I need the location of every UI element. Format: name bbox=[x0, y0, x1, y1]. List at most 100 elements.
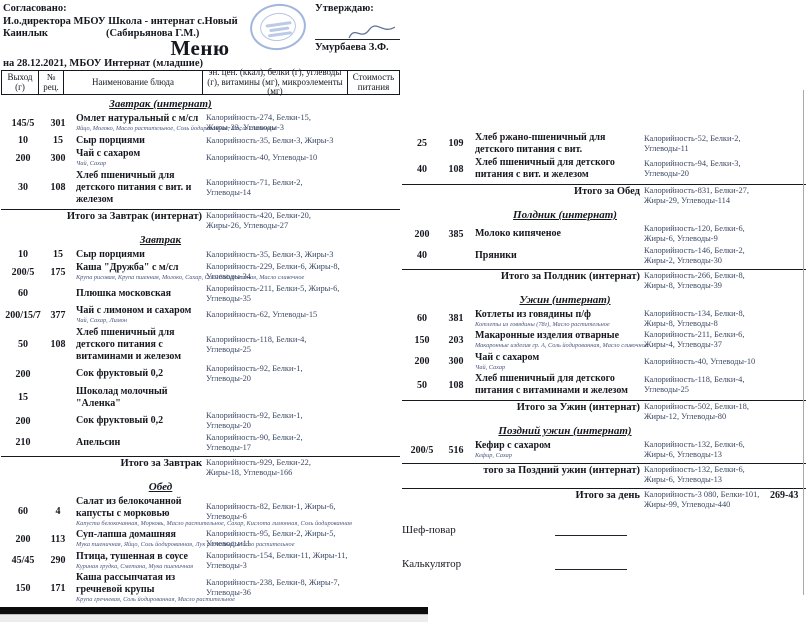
dish-row: 40 Пряники Калорийность-146, Белки-2, Жи… bbox=[402, 246, 806, 266]
dish-nutrition: Калорийность-118, Белки-4, Углеводы-25 bbox=[644, 375, 745, 394]
dish-nutrition: Калорийность-82, Белки-1, Жиры-6, Углево… bbox=[206, 501, 336, 521]
total-nutrition: Калорийность-929, Белки-22, Жиры-18, Угл… bbox=[206, 457, 311, 477]
dish-name: Хлеб ржано-пшеничный для детского питани… bbox=[475, 131, 606, 155]
dish-name: Котлеты из говядины п/ф bbox=[475, 308, 591, 320]
dish-nutrition: Калорийность-229, Белки-6, Жиры-8, Углев… bbox=[206, 262, 340, 281]
dish-row: 60 381 Котлеты из говядины п/ф Котлеты и… bbox=[402, 309, 806, 329]
dish-portion: 10 bbox=[18, 135, 28, 146]
dish-portion: 45/45 bbox=[11, 555, 35, 566]
dish-row: 145/5 301 Омлет натуральный с м/сл Яйцо,… bbox=[1, 113, 400, 133]
chef-signature-row: Шеф-повар bbox=[402, 524, 627, 536]
total-day: Итого за день Калорийность-3 080, Белки-… bbox=[402, 488, 806, 510]
total-nutrition: Калорийность-266, Белки-8, Жиры-8, Углев… bbox=[644, 270, 745, 290]
section-rows: 200 385 Молоко кипяченое Калорийность-12… bbox=[402, 224, 806, 266]
section-rows: 200/5 516 Кефир с сахаром Кефир, Сахар К… bbox=[402, 440, 806, 460]
dish-row: 150 203 Макаронные изделия отварные Мака… bbox=[402, 330, 806, 350]
dish-name: Хлеб пшеничный для детского питания с ви… bbox=[76, 326, 182, 362]
dish-recipe-number: 108 bbox=[448, 379, 464, 391]
dish-row: 10 15 Сыр порциями Калорийность-35, Белк… bbox=[1, 135, 400, 147]
scan-edge-shadow bbox=[0, 614, 428, 622]
dish-row: 60 4 Салат из белокочанной капусты с мор… bbox=[1, 496, 400, 528]
dish-row: 200/5 516 Кефир с сахаром Кефир, Сахар К… bbox=[402, 440, 806, 460]
agreed-block: Согласовано: И.о.директора МБОУ Школа - … bbox=[3, 3, 253, 40]
total-label: Итого за Ужин (интернат) bbox=[516, 402, 640, 413]
dish-recipe-number: 300 bbox=[50, 152, 66, 164]
dish-portion: 200/5 bbox=[410, 444, 434, 456]
dish-recipe-number: 175 bbox=[50, 266, 66, 278]
dish-ingredients: Кефир, Сахар bbox=[475, 452, 512, 459]
dish-nutrition: Калорийность-134, Белки-8, Жиры-8, Углев… bbox=[644, 308, 745, 328]
column-header-recipe: № рец. bbox=[39, 71, 64, 94]
dish-row: 200 113 Суп-лапша домашняя Мука пшенична… bbox=[1, 529, 400, 549]
dish-name: Хлеб пшеничный для детского питания с ви… bbox=[475, 157, 615, 180]
dish-name: Плюшка московская bbox=[76, 287, 172, 299]
dish-row: 25 109 Хлеб ржано-пшеничный для детского… bbox=[402, 132, 806, 156]
column-header-portion: Выход (г) bbox=[2, 71, 39, 94]
dish-name: Каша "Дружба" с м/сл bbox=[76, 262, 179, 273]
page-title: Меню bbox=[170, 36, 230, 60]
dish-nutrition: Калорийность-211, Белки-6, Жиры-4, Углев… bbox=[644, 330, 745, 349]
approved-label: Утверждаю: bbox=[315, 3, 374, 14]
dish-portion: 40 bbox=[417, 163, 427, 175]
dish-ingredients: Крупа гречневая, Соль йодированная, Масл… bbox=[76, 596, 235, 603]
page-subtitle: на 28.12.2021, МБОУ Интернат (младшие) bbox=[3, 58, 203, 69]
dish-name: Молоко кипяченое bbox=[475, 228, 561, 239]
dish-portion: 30 bbox=[18, 182, 28, 193]
dish-portion: 200/15/7 bbox=[5, 309, 41, 321]
dish-nutrition: Калорийность-90, Белки-2, Углеводы-17 bbox=[206, 432, 303, 452]
total-dinner-internat: Итого за Ужин (интернат) Калорийность-50… bbox=[402, 400, 806, 422]
section-title-snack-internat: Полдник (интернат) bbox=[513, 209, 617, 221]
section-rows: 60 381 Котлеты из говядины п/ф Котлеты и… bbox=[402, 309, 806, 398]
dish-portion: 150 bbox=[15, 582, 31, 594]
total-breakfast: Итого за Завтрак Калорийность-929, Белки… bbox=[1, 455, 400, 478]
dish-recipe-number: 516 bbox=[448, 444, 464, 456]
dish-ingredients: Чай, Сахар, Лимон bbox=[76, 317, 128, 324]
day-total-cost: 269-43 bbox=[770, 490, 799, 501]
dish-ingredients: Котлеты из говядины (78г), Масло растите… bbox=[475, 320, 610, 328]
dish-name: Суп-лапша домашняя bbox=[76, 529, 176, 540]
dish-row: 200/5 175 Каша "Дружба" с м/сл Крупа рис… bbox=[1, 262, 400, 282]
section-title-lunch: Обед bbox=[148, 480, 173, 493]
dish-nutrition: Калорийность-211, Белки-5, Жиры-6, Углев… bbox=[206, 283, 340, 303]
dish-nutrition: Калорийность-40, Углеводы-10 bbox=[206, 153, 318, 162]
dish-name: Кефир с сахаром bbox=[475, 440, 551, 451]
dish-portion: 150 bbox=[414, 334, 430, 346]
dish-nutrition: Калорийность-40, Углеводы-10 bbox=[644, 356, 756, 366]
section-rows: 145/5 301 Омлет натуральный с м/сл Яйцо,… bbox=[1, 113, 400, 206]
dish-ingredients: Чай, Сахар bbox=[475, 363, 506, 371]
approved-block: Утверждаю: Умурбаева З.Ф. bbox=[315, 3, 435, 53]
total-label: того за Поздний ужин (интернат) bbox=[483, 465, 640, 476]
dish-portion: 200 bbox=[15, 533, 31, 545]
dish-name: Сок фруктовый 0,2 bbox=[76, 415, 164, 426]
total-nutrition: Калорийность-502, Белки-18, Жиры-12, Угл… bbox=[644, 402, 749, 421]
dish-portion: 40 bbox=[417, 250, 427, 261]
total-nutrition: Калорийность-3 080, Белки-101, Жиры-99, … bbox=[644, 490, 760, 509]
dish-recipe-number: 203 bbox=[448, 334, 464, 346]
dish-row: 15 Шоколад молочный "Аленка" bbox=[1, 386, 400, 410]
dish-recipe-number: 15 bbox=[53, 135, 63, 146]
approved-signer-name: Умурбаева З.Ф. bbox=[315, 42, 389, 53]
dish-nutrition: Калорийность-154, Белки-11, Жиры-11, Угл… bbox=[206, 550, 348, 570]
dish-row: 40 108 Хлеб пшеничный для детского питан… bbox=[402, 157, 806, 181]
scan-right-edge-line bbox=[803, 90, 804, 595]
dish-recipe-number: 385 bbox=[448, 228, 464, 240]
dish-recipe-number: 4 bbox=[55, 506, 61, 517]
dish-portion: 200 bbox=[15, 152, 31, 164]
dish-row: 10 15 Сыр порциями Калорийность-35, Белк… bbox=[1, 249, 400, 261]
dish-ingredients: Макаронные изделия гр. А, Соль йодирован… bbox=[475, 342, 648, 349]
total-label: Итого за Завтрак (интернат) bbox=[66, 210, 202, 222]
dish-recipe-number: 300 bbox=[448, 356, 464, 367]
dish-portion: 210 bbox=[15, 437, 31, 448]
dish-row: 200 300 Чай с сахаром Чай, Сахар Калорий… bbox=[1, 148, 400, 168]
dish-recipe-number: 377 bbox=[50, 309, 66, 321]
dish-nutrition: Калорийность-132, Белки-6, Жиры-6, Углев… bbox=[644, 440, 745, 459]
dish-row: 200 Сок фруктовый 0,2 Калорийность-92, Б… bbox=[1, 364, 400, 384]
total-snack-internat: Итого за Полдник (интернат) Калорийность… bbox=[402, 268, 806, 291]
chef-label: Шеф-повар bbox=[402, 524, 456, 536]
dish-recipe-number: 108 bbox=[50, 339, 66, 350]
scan-edge-bar bbox=[0, 607, 428, 614]
dish-portion: 15 bbox=[18, 392, 28, 403]
dish-row: 50 108 Хлеб пшеничный для детского питан… bbox=[402, 373, 806, 397]
dish-nutrition: Калорийность-92, Белки-1, Углеводы-20 bbox=[206, 411, 303, 430]
dish-ingredients: Чай, Сахар bbox=[76, 160, 107, 167]
